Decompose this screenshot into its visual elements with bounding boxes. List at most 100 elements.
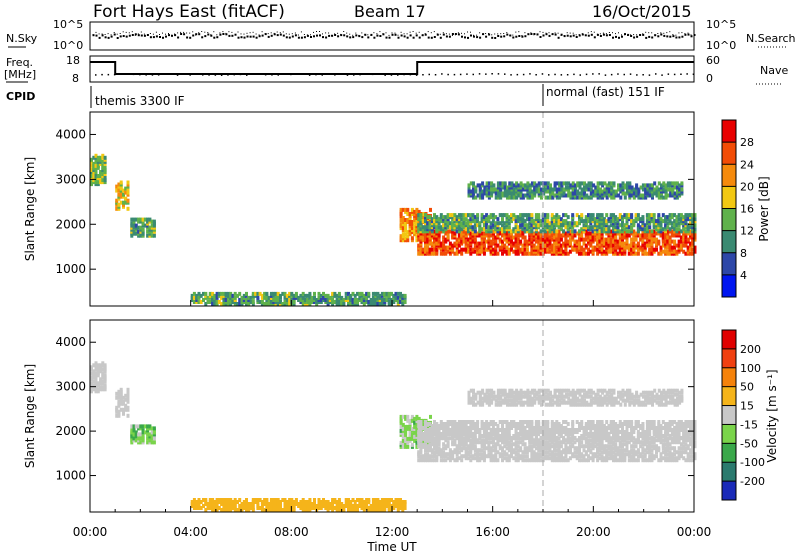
power-cell [383,298,387,302]
power-cell [474,195,478,200]
power-cell [457,243,461,248]
velocity-cell [521,424,525,428]
power-cell [482,237,486,242]
power-cell [530,181,534,186]
power-cell [535,189,539,194]
power-cell [680,187,684,192]
power-cell [410,212,414,216]
velocity-cell [99,385,103,390]
nave-point [541,73,544,75]
power-cell [634,243,638,248]
power-cell [591,229,595,234]
noise-sky-point [663,34,666,37]
noise-search-point [554,32,556,34]
power-cell [682,215,686,220]
power-cell [117,202,121,207]
velocity-cell [90,381,93,386]
power-cell [510,213,513,218]
velocity-cell [553,438,557,443]
noise-search-point [128,32,130,34]
velocity-cell [636,458,640,463]
power-cell [119,200,123,205]
velocity-cell [401,432,405,437]
velocity-cell [426,444,430,449]
noise-sky-point [243,36,246,39]
noise-sky-point [512,36,515,39]
power-cell [322,295,325,300]
power-cell [646,183,650,188]
power-cell [651,185,654,190]
velocity-cell [571,452,575,457]
nave-point [535,74,537,76]
noise-search-point [340,33,342,35]
power-cell [641,247,645,252]
velocity-cell [650,452,654,457]
power-cell [358,298,362,302]
power-cell [636,217,640,222]
power-cell [528,195,532,200]
noise-search-point [433,31,435,33]
power-cell [421,229,425,234]
power-cell [115,202,119,207]
power-cell [505,213,509,218]
velocity-cell [482,438,486,443]
power-cell [498,247,502,252]
velocity-cell [417,420,421,424]
power-cell [668,229,672,234]
noise-sky-point [237,36,240,39]
power-cell [684,229,688,234]
power-cell [408,222,412,227]
power-cell [433,247,436,252]
power-cell [623,213,627,218]
power-cell [636,241,640,246]
power-cell [192,291,196,296]
power-cell [580,229,584,234]
power-cell [621,241,624,246]
velocity-cell [451,428,455,432]
velocity-cell [659,452,663,457]
noise-search-point [155,31,157,33]
power-cell [684,235,688,240]
power-cell [369,302,373,306]
velocity-cell [684,458,688,463]
velocity-cell [480,434,484,438]
power-cell [496,251,500,256]
power-cell [550,213,554,218]
power-cell [448,213,452,218]
power-cell [612,181,616,186]
power-cell [146,233,150,238]
power-cell [625,245,629,250]
velocity-cell [99,363,103,368]
power-cell [480,227,484,232]
noise-search-point [95,31,97,33]
noise-sky-point [433,36,436,38]
velocity-cell [417,426,421,431]
power-cell [684,213,688,218]
noise-sky-point [406,36,409,39]
velocity-cell [103,363,107,368]
power-cell [501,239,504,244]
nave-point [573,73,575,76]
power-cell [548,221,552,226]
velocity-cell [546,454,550,459]
power-cell [521,229,525,234]
power-cell [607,181,611,186]
velocity-cell [668,436,672,441]
power-cell [582,247,586,252]
power-cell [648,183,652,188]
noise-sky-point [409,34,412,37]
power-cell [618,233,622,238]
noise-sky-point [690,35,693,38]
velocity-cell [399,440,403,445]
power-ytick-label: 3000 [55,172,86,186]
power-cell [417,213,421,218]
power-cell [222,291,226,296]
velocity-cell [602,456,606,461]
velocity-cell [645,458,649,463]
power-cell [206,295,210,300]
noise-search-point [527,33,529,35]
power-cell [404,207,408,212]
velocity-cell [429,414,432,419]
power-cell [689,229,692,234]
